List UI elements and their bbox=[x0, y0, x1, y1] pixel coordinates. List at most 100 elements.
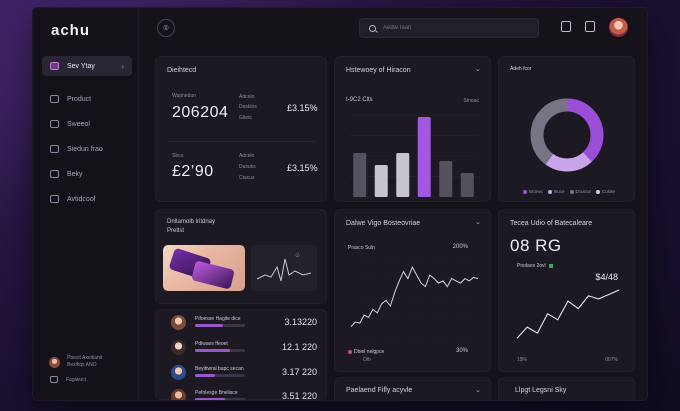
mini-chart-thumb[interactable]: ♧ bbox=[251, 245, 317, 291]
line-chart bbox=[350, 257, 479, 339]
dashboard-card: Dieihtecd Waphedun 206204 Adcelo Dusklos… bbox=[155, 56, 327, 202]
logout-button[interactable]: Fagiwuct bbox=[50, 376, 86, 383]
logout-label: Fagiwuct bbox=[66, 376, 87, 383]
stat-meta: Gltetc bbox=[239, 115, 253, 121]
donut-slice bbox=[530, 98, 604, 172]
card-title: Dalwe Vigo Bosteovriae bbox=[346, 220, 421, 227]
list-item-value: 3.51 220 bbox=[281, 391, 317, 400]
sidebar-item-label: Siedun frao bbox=[67, 145, 103, 153]
legend-item: Colote bbox=[596, 189, 615, 194]
stat-meta: Dusklos bbox=[239, 104, 257, 110]
avatar bbox=[171, 315, 186, 330]
grid-icon bbox=[50, 145, 59, 153]
stat-meta: Adcelo bbox=[239, 153, 255, 159]
calendar-icon[interactable] bbox=[585, 21, 595, 32]
series-line bbox=[516, 289, 620, 339]
list-item[interactable]: Pefolesge Bnelisce 3.51 220 bbox=[171, 389, 317, 400]
app-logo: achu bbox=[51, 22, 91, 39]
card-title: Dieihtecd bbox=[167, 67, 197, 74]
list-item[interactable]: Pdlwaes fteoet 12.1 220 bbox=[171, 340, 317, 356]
bar bbox=[353, 153, 367, 197]
list-item-name: Pefolesge Bnelisce bbox=[195, 390, 238, 396]
line-subtitle: Prasco Suln bbox=[348, 245, 375, 251]
user-name: Pbecit Axeitianit bbox=[67, 355, 103, 361]
sidebar-item-0[interactable]: Sev Ytay › bbox=[42, 56, 132, 76]
list-item-name: Pdlwaes fteoet bbox=[195, 341, 228, 347]
stat-value: £2’90 bbox=[172, 163, 214, 180]
progress-bar bbox=[195, 374, 245, 377]
sidebar-item-label: Sweeol bbox=[67, 120, 90, 128]
revenue-amount: $4/48 bbox=[595, 272, 618, 282]
avatar bbox=[49, 356, 60, 368]
stat-meta: Adcelo bbox=[239, 94, 255, 100]
revenue-value: 08 RG bbox=[510, 236, 562, 255]
bar-chart-subtitle: Stnoac bbox=[463, 98, 479, 104]
settings-icon bbox=[50, 195, 59, 203]
legend-card: Llpgt Legsni Sky bbox=[498, 377, 635, 400]
svg-text:♧: ♧ bbox=[295, 252, 300, 259]
stat-meta: Ctacus bbox=[239, 175, 255, 181]
avatar bbox=[171, 365, 186, 380]
progress-fill bbox=[195, 349, 230, 352]
donut-hole bbox=[544, 112, 590, 158]
stat-meta: Dusuks bbox=[239, 164, 256, 170]
revenue-card: Tecea Udio of Batecaleare 08 RG Pnolaos … bbox=[498, 209, 635, 372]
legend-item: Buce bbox=[548, 189, 565, 194]
notification-icon[interactable] bbox=[561, 21, 571, 32]
progress-bar bbox=[195, 398, 245, 400]
activity-card: Paelaend Fifly acyvle ⌄ bbox=[334, 377, 491, 400]
card-title: Adeh fcor bbox=[510, 66, 532, 72]
sidebar-item-2[interactable]: Sweeol bbox=[42, 114, 132, 134]
mini-line-chart: ♧ bbox=[256, 252, 312, 282]
list-item-name: Pifoesse Hagite dice bbox=[195, 316, 241, 322]
chevron-down-icon[interactable]: ⌄ bbox=[475, 219, 481, 226]
line-pct-top: 200% bbox=[452, 244, 468, 250]
list-item[interactable]: Beyittwrai bapc secan 3.17 220 bbox=[171, 365, 317, 381]
card-title: Llpgt Legsni Sky bbox=[515, 387, 567, 394]
sidebar-item-4[interactable]: Beky bbox=[42, 164, 132, 184]
status-dot bbox=[549, 264, 553, 268]
progress-fill bbox=[195, 374, 215, 377]
folder-icon bbox=[50, 120, 59, 128]
search-icon bbox=[369, 24, 376, 32]
stat-value: 206204 bbox=[172, 104, 229, 121]
product-icon bbox=[50, 95, 59, 103]
sidebar-item-3[interactable]: Siedun frao bbox=[42, 139, 132, 159]
donut-slice bbox=[530, 98, 604, 172]
avatar bbox=[171, 340, 186, 355]
bar-chart bbox=[349, 114, 478, 198]
sidebar-item-1[interactable]: Product bbox=[42, 89, 132, 109]
stat-caption: Waphedun bbox=[172, 93, 196, 99]
chevron-down-icon[interactable]: ⌄ bbox=[475, 387, 481, 394]
line-pct-bottom: 30% bbox=[455, 348, 468, 354]
bar bbox=[460, 173, 474, 197]
card-title: Hstewoey of Hiracon bbox=[346, 67, 411, 74]
donut-card: Adeh fcor Bronec Buce Dcutcur Colote bbox=[498, 56, 635, 202]
donut-chart bbox=[530, 98, 604, 172]
promo-subtitle: Pretlst bbox=[167, 228, 185, 234]
chevron-down-icon[interactable]: ⌄ bbox=[475, 66, 481, 73]
profile-avatar[interactable] bbox=[609, 18, 628, 37]
dashboard-icon bbox=[50, 62, 59, 70]
divider bbox=[167, 141, 315, 142]
sidebar-item-5[interactable]: Avtidcool bbox=[42, 189, 132, 209]
search-box[interactable] bbox=[359, 18, 539, 38]
bar-chart-card: Hstewoey of Hiracon ⌄ I-9C2 Clts Stnoac bbox=[334, 56, 491, 202]
sidebar-item-label: Product bbox=[67, 95, 92, 103]
promo-title: Dnitamolb lritdnay bbox=[167, 219, 216, 225]
bar bbox=[417, 117, 431, 197]
series-line bbox=[350, 265, 479, 327]
book-icon bbox=[50, 170, 59, 178]
user-profile[interactable]: Pbecit Axeitianit Bexifiqs ANO bbox=[49, 355, 102, 369]
bar-chart-value: I-9C2 Clts bbox=[346, 97, 373, 103]
list-item[interactable]: Pifoesse Hagite dice 3.13220 bbox=[171, 315, 317, 331]
stat-pct: £3.15% bbox=[287, 163, 318, 173]
product-photo[interactable] bbox=[163, 245, 245, 291]
logout-icon bbox=[50, 376, 58, 383]
chevron-right-icon: › bbox=[121, 61, 124, 71]
search-input[interactable] bbox=[383, 25, 523, 31]
bar bbox=[396, 153, 410, 197]
avatar bbox=[171, 389, 186, 400]
progress-bar bbox=[195, 324, 245, 327]
logo-icon[interactable]: ⌾ bbox=[157, 19, 175, 37]
